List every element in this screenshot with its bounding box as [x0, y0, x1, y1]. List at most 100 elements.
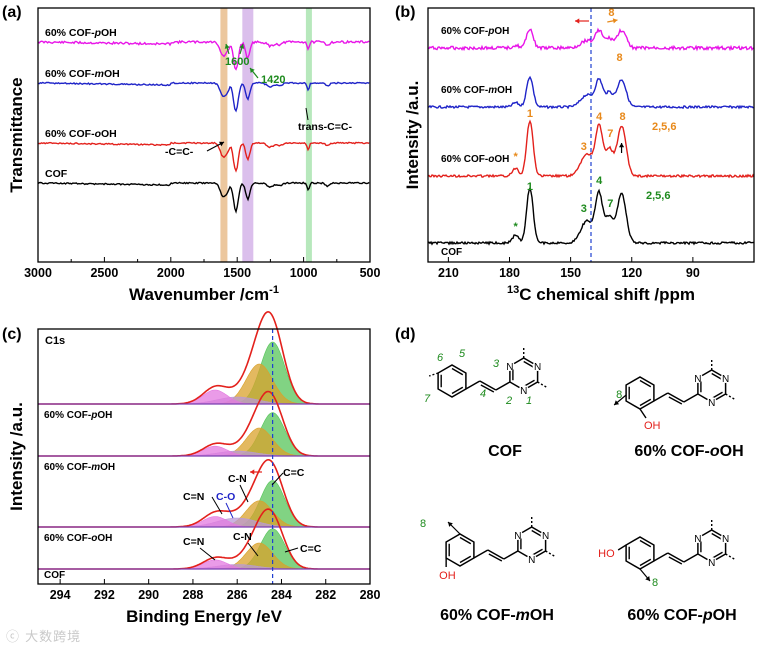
- label-part: 60% COF-: [44, 410, 91, 421]
- x-tick-label: 1000: [290, 266, 318, 280]
- moh-triazine-n-bg-2: [540, 530, 551, 540]
- peak-7-green: 7: [607, 198, 613, 210]
- ooh-oh: OH: [644, 420, 661, 432]
- moh-triazine-n-bg-1: [512, 530, 523, 540]
- ooh-oh-bond: [639, 408, 647, 419]
- moh-triazine-dash-bond-0: [545, 550, 555, 557]
- structure-name-pOH: 60% COF-pOH: [627, 607, 736, 624]
- comp-cc-cof: C=C: [300, 543, 322, 555]
- poh-benzene-double-2: [639, 539, 652, 548]
- cof-triazine-n-2: N: [534, 362, 541, 373]
- y-axis-label: Intensity /a.u.: [403, 81, 422, 190]
- cof-benzene: [437, 364, 467, 398]
- x-tick-label: 2000: [157, 266, 185, 280]
- leader-cc-cof: [284, 547, 299, 553]
- peak-7-orange: 7: [607, 128, 613, 140]
- x-tick-label: 150: [560, 266, 581, 280]
- leader-cdn-oOH: [211, 496, 223, 515]
- label-part: 60% COF-: [45, 128, 95, 140]
- moh-triazine-n-bg-0: [526, 554, 537, 564]
- comp-cn-oOH: C-N: [228, 473, 247, 485]
- comp-cn-cof: C-N: [233, 531, 252, 543]
- label-italic-part: m: [91, 462, 100, 473]
- peak-4-orange: 4: [596, 111, 603, 123]
- label-part: COF: [441, 247, 462, 258]
- moh-triazine-n-2: N: [542, 531, 549, 542]
- label-part: 60% COF-: [627, 607, 703, 624]
- ftir-curve-magenta: [37, 39, 370, 71]
- cof-triazine-n-bg-1: [504, 361, 515, 371]
- label-italic-part: o: [95, 128, 102, 140]
- x-tick-label: 282: [315, 588, 336, 602]
- label-italic-part: p: [94, 27, 102, 39]
- nmr-series-label-blue: 60% COF-mOH: [441, 85, 512, 96]
- label-part: OH: [101, 128, 117, 140]
- moh-vinyl-3: [503, 550, 519, 560]
- cof-triazine-n-bg-0: [518, 385, 529, 395]
- axes-frame: [37, 328, 371, 585]
- xps-series-label-2: 60% COF-oOH: [44, 533, 112, 544]
- label-part: OH: [713, 607, 737, 624]
- label-part: 60% COF-: [441, 26, 488, 37]
- x-tick-label: 288: [183, 588, 204, 602]
- cof-num-3: 3: [493, 358, 500, 370]
- label-part: OH: [97, 410, 112, 421]
- peak-256-green: 2,5,6: [646, 190, 670, 202]
- label-superscript: 13: [507, 284, 519, 296]
- band-1600: [220, 8, 228, 262]
- ooh-benzene-double-0: [639, 398, 652, 407]
- nmr-series-label-magenta: 60% COF-pOH: [441, 26, 509, 37]
- ooh-vinyl-3: [683, 393, 699, 403]
- arrow-red-left-head: [575, 18, 580, 24]
- moh-vinyl-1: [473, 549, 489, 559]
- arrow-cc-head: [219, 141, 224, 147]
- label-part: COF: [488, 443, 522, 460]
- poh-triazine-n-2: N: [722, 534, 729, 545]
- label-italic-part: m: [516, 607, 530, 624]
- label-italic-part: m: [95, 68, 104, 80]
- nmr-curve-red: [427, 119, 755, 179]
- ftir-curve-red: [37, 141, 370, 173]
- label-part: 60% COF-: [441, 85, 488, 96]
- peak-1-orange: 1: [527, 108, 533, 120]
- panel-label-a: (a): [2, 4, 22, 21]
- moh-oh: OH: [439, 570, 456, 582]
- peak-8-magenta: 8: [608, 7, 614, 19]
- xps-series-label-0: 60% COF-pOH: [44, 410, 112, 421]
- cof-benzene-double-0: [451, 386, 464, 395]
- comp-cdn-cof: C=N: [183, 536, 204, 548]
- cof-num-1: 1: [526, 395, 532, 407]
- moh-benzene-double-0: [459, 555, 472, 564]
- poh-benzene: [625, 536, 655, 570]
- label-part: OH: [97, 533, 112, 544]
- annot-1600: 1600: [225, 56, 249, 68]
- y-axis-label: Intensity /a.u.: [7, 402, 26, 511]
- x-tick-label: 1500: [223, 266, 251, 280]
- comp-cc-oOH: C=C: [283, 467, 305, 479]
- x-axis-label: Wavenumber /cm-1: [129, 284, 279, 304]
- poh-ho: HO: [598, 548, 615, 560]
- label-part: 60% COF-: [45, 68, 95, 80]
- label-part: 60% COF-: [44, 462, 91, 473]
- label-part: 60% COF-: [44, 533, 91, 544]
- label-part: 60% COF-: [441, 154, 488, 165]
- x-tick-label: 500: [360, 266, 381, 280]
- axes-frame: [427, 7, 755, 263]
- label-part: OH: [497, 85, 512, 96]
- x-tick-label: 210: [438, 266, 459, 280]
- arrow-1600b-head: [239, 44, 245, 49]
- cof-triazine-n-0: N: [520, 386, 527, 397]
- xps-title: C1s: [45, 335, 65, 347]
- peak-1-green: 1: [527, 181, 533, 193]
- label-part: COF: [45, 168, 68, 180]
- label-italic-part: o: [710, 443, 720, 460]
- panel-label-d: (d): [395, 326, 415, 343]
- ooh-triazine-n-bg-1: [692, 373, 703, 383]
- cof-num-7: 7: [424, 393, 431, 405]
- poh-triazine-dash-bond-0: [725, 553, 735, 560]
- x-tick-label: 294: [50, 588, 71, 602]
- ooh-triazine-n-0: N: [708, 398, 715, 409]
- ooh-triazine-n-bg-2: [720, 373, 731, 383]
